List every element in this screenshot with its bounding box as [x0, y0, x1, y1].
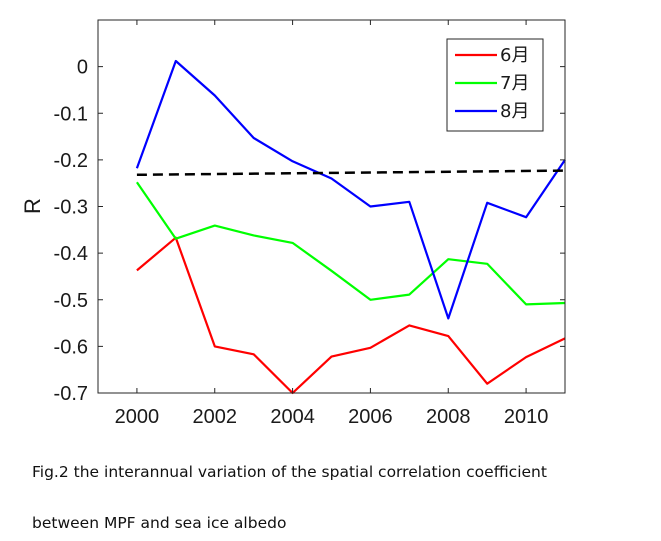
- y-tick-label: -0.1: [54, 103, 88, 125]
- x-axis-ticks: 2000 2002 2004 2006 2008 2010: [115, 20, 549, 428]
- legend-entries: 6月 7月 8月: [455, 45, 529, 122]
- y-tick-label: 0: [77, 57, 88, 79]
- line-chart: 0-0.1-0.2-0.3-0.4-0.5-0.6-0.7 2000 2002 20…: [20, 19, 566, 428]
- legend-label-3: 8月: [500, 101, 529, 122]
- y-axis-ticks: 0 -0.1 -0.2 -0.3 -0.4 -0.5 -0.6 -0.7: [54, 57, 565, 405]
- legend-label-1: 6月: [500, 45, 529, 66]
- series-line-1: [136, 236, 566, 395]
- y-tick-label: -0.7: [54, 383, 88, 405]
- figure-caption-line-2: between MPF and sea ice albedo: [32, 514, 287, 532]
- y-tick-label: -0.3: [54, 197, 88, 219]
- x-tick-label: 2006: [348, 406, 393, 428]
- x-tick-label: 2004: [270, 406, 315, 428]
- figure-caption-line-1: Fig.2 the interannual variation of the s…: [32, 463, 547, 481]
- trend-line: [136, 169, 566, 177]
- x-tick-label: 2000: [115, 406, 160, 428]
- x-tick-label: 2002: [193, 406, 238, 428]
- y-tick-label: -0.2: [54, 150, 88, 172]
- legend-label-2: 7月: [500, 73, 529, 94]
- series-line-2: [135, 181, 566, 306]
- y-axis-label: R: [20, 198, 45, 214]
- series-line-3: [135, 59, 566, 320]
- series-layer: [135, 59, 566, 395]
- legend: 6月 7月 8月: [446, 38, 544, 132]
- y-tick-label: -0.6: [54, 336, 88, 358]
- y-tick-label: -0.5: [54, 290, 88, 312]
- x-tick-label: 2010: [504, 406, 549, 428]
- y-tick-label: -0.4: [54, 243, 88, 265]
- x-tick-label: 2008: [426, 406, 471, 428]
